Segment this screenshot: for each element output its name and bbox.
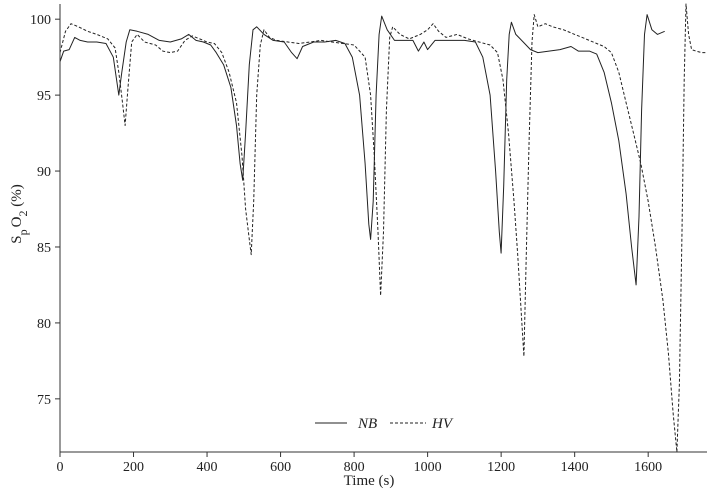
x-tick-label: 400 xyxy=(197,460,218,475)
x-tick-label: 1200 xyxy=(487,460,515,475)
y-label-sub2: 2 xyxy=(16,211,30,217)
y-tick-label: 75 xyxy=(37,393,51,408)
y-tick-label: 80 xyxy=(37,317,51,332)
x-axis-label: Time (s) xyxy=(344,473,395,489)
y-label-mid: O xyxy=(9,216,25,227)
y-tick-label: 100 xyxy=(30,13,51,28)
axes: 0 200 400 600 800 1000 1200 1400 1600 75 80 85 90 95… xyxy=(30,4,707,475)
y-axis-label: SpO2 (%) xyxy=(9,184,30,243)
y-tick-label: 85 xyxy=(37,241,51,256)
x-ticks: 0 200 400 600 800 1000 1200 1400 1600 xyxy=(57,452,662,475)
x-tick-label: 1000 xyxy=(414,460,442,475)
y-label-sub1: p xyxy=(16,229,30,235)
series-line-hv xyxy=(60,3,707,452)
series-line-nb xyxy=(60,14,665,286)
x-tick-label: 200 xyxy=(123,460,144,475)
x-tick-label: 0 xyxy=(57,460,64,475)
y-tick-label: 90 xyxy=(37,165,51,180)
y-label-unit: (%) xyxy=(9,184,25,210)
y-ticks: 75 80 85 90 95 100 xyxy=(30,13,60,408)
legend-label-hv: HV xyxy=(431,416,454,432)
y-tick-label: 95 xyxy=(37,89,51,104)
x-tick-label: 600 xyxy=(270,460,291,475)
x-tick-label: 1600 xyxy=(634,460,662,475)
legend-label-nb: NB xyxy=(357,416,377,432)
x-tick-label: 1400 xyxy=(561,460,589,475)
legend: NB HV xyxy=(315,416,454,432)
y-label-main: S xyxy=(9,235,25,243)
plot-area xyxy=(60,3,707,452)
x-tick-label: 800 xyxy=(344,460,365,475)
svg-text:SpO2 (%): SpO2 (%) xyxy=(9,184,30,243)
